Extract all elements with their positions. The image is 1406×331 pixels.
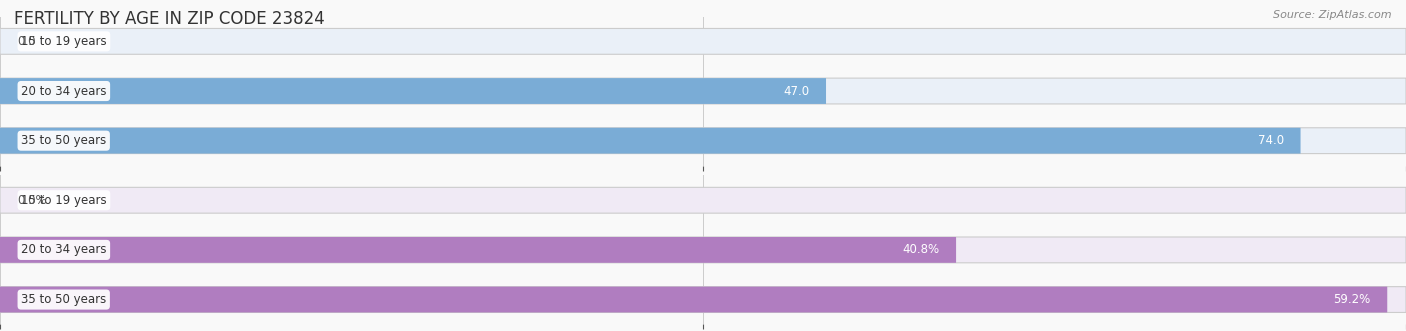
FancyBboxPatch shape	[0, 187, 1406, 213]
FancyBboxPatch shape	[0, 78, 1406, 104]
FancyBboxPatch shape	[0, 28, 1406, 54]
Text: 35 to 50 years: 35 to 50 years	[21, 134, 107, 147]
Text: 59.2%: 59.2%	[1333, 293, 1371, 306]
FancyBboxPatch shape	[0, 287, 1388, 312]
Text: 74.0: 74.0	[1257, 134, 1284, 147]
Text: Source: ZipAtlas.com: Source: ZipAtlas.com	[1274, 10, 1392, 20]
FancyBboxPatch shape	[0, 128, 1301, 154]
FancyBboxPatch shape	[0, 287, 1406, 312]
FancyBboxPatch shape	[0, 128, 1406, 154]
Text: 40.8%: 40.8%	[903, 243, 939, 257]
Text: 0.0%: 0.0%	[17, 194, 46, 207]
Text: 20 to 34 years: 20 to 34 years	[21, 243, 107, 257]
Text: 47.0: 47.0	[783, 84, 810, 98]
Text: 15 to 19 years: 15 to 19 years	[21, 194, 107, 207]
Text: 15 to 19 years: 15 to 19 years	[21, 35, 107, 48]
FancyBboxPatch shape	[0, 78, 827, 104]
Text: 20 to 34 years: 20 to 34 years	[21, 84, 107, 98]
Text: 0.0: 0.0	[17, 35, 35, 48]
Text: 35 to 50 years: 35 to 50 years	[21, 293, 107, 306]
FancyBboxPatch shape	[0, 237, 956, 263]
FancyBboxPatch shape	[0, 237, 1406, 263]
Text: FERTILITY BY AGE IN ZIP CODE 23824: FERTILITY BY AGE IN ZIP CODE 23824	[14, 10, 325, 28]
